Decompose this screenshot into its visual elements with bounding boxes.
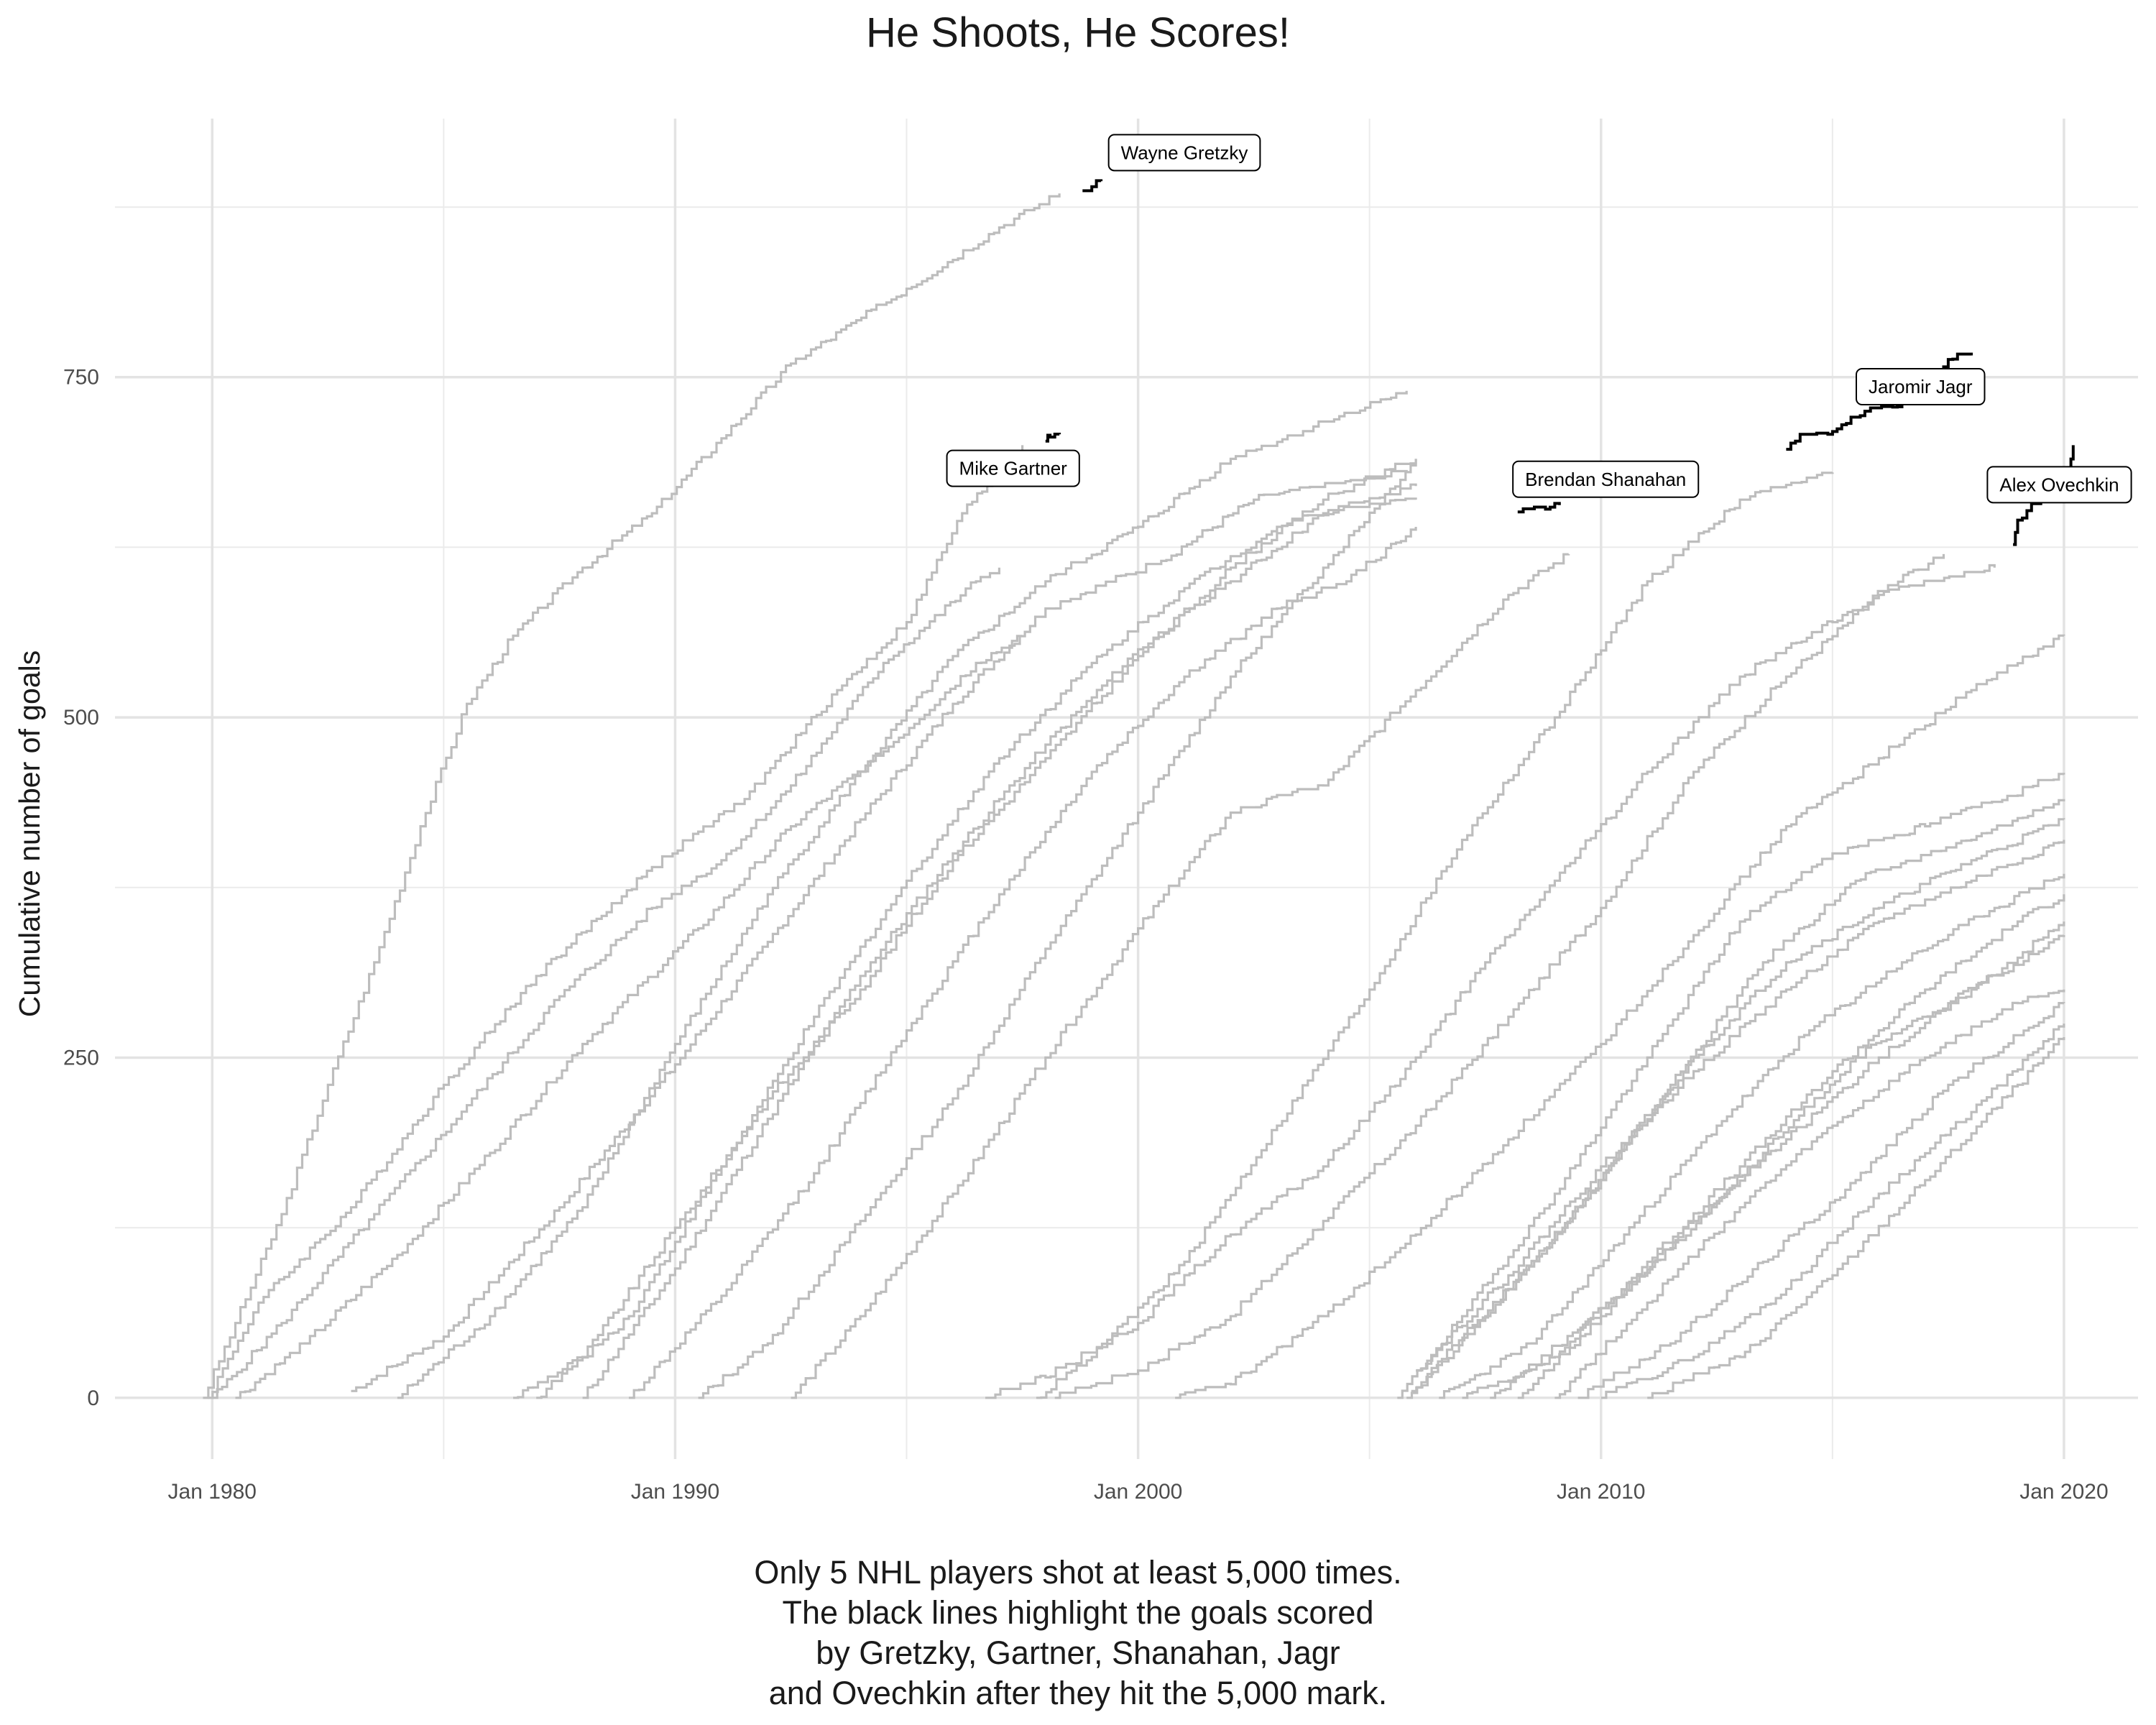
background-player-line: [235, 635, 1024, 1399]
highlighted-player-line: [1045, 433, 1061, 443]
background-player-line: [1554, 989, 2065, 1399]
background-player-line: [1397, 773, 2065, 1399]
x-tick-label: Jan 2020: [2019, 1480, 2108, 1504]
background-player-line: [1647, 1037, 2065, 1399]
background-player-line: [582, 497, 1417, 1399]
player-label-box: [1856, 368, 1986, 405]
highlighted-player-line: [1082, 179, 1103, 193]
background-player-line: [1175, 634, 2065, 1399]
player-label-box: [1512, 460, 1700, 498]
chart-caption: Only 5 NHL players shot at least 5,000 t…: [0, 1552, 2156, 1714]
x-tick-label: Jan 2010: [1557, 1480, 1645, 1504]
player-label-box: [946, 449, 1080, 487]
player-label: Mike Gartner: [946, 449, 1080, 487]
player-labels: Wayne Gretzky Mike Gartner Brendan Shanaha…: [946, 134, 2132, 504]
background-player-line: [985, 553, 1945, 1399]
major-gridlines: [115, 119, 2138, 1459]
y-tick-label: 750: [63, 366, 99, 390]
player-label-text: Brendan Shanahan: [1525, 469, 1686, 490]
background-player-line: [1054, 564, 1996, 1399]
background-player-line: [351, 469, 1408, 1392]
caption-line: and Ovechkin after they hit the 5,000 ma…: [768, 1675, 1388, 1711]
background-player-line: [1036, 472, 1834, 1399]
y-tick-label: 500: [63, 706, 99, 730]
caption-line: Only 5 NHL players shot at least 5,000 t…: [754, 1554, 1402, 1591]
background-player-line: [629, 527, 1417, 1399]
background-player-line: [536, 483, 1417, 1399]
x-tick-label: Jan 2000: [1094, 1480, 1182, 1504]
background-player-line: [1517, 921, 2065, 1399]
x-tick-label: Jan 1990: [631, 1480, 719, 1504]
background-player-line: [1416, 840, 2065, 1372]
background-series-group: [203, 193, 2065, 1399]
background-player-line: [212, 567, 1000, 1399]
player-label-box: [1986, 466, 2132, 504]
background-player-line: [1439, 873, 2065, 1399]
y-tick-label: 250: [63, 1046, 99, 1070]
chart-title: He Shoots, He Scores!: [866, 9, 1290, 56]
player-label-text: Jaromir Jagr: [1869, 376, 1973, 397]
background-player-line: [1411, 818, 2065, 1392]
player-label-box: [1107, 134, 1261, 172]
background-player-line: [698, 459, 1417, 1399]
background-player-line: [513, 459, 1417, 1399]
player-label-text: Mike Gartner: [959, 458, 1068, 479]
background-player-line: [397, 390, 1408, 1399]
x-tick-label: Jan 1980: [168, 1480, 257, 1504]
caption-line: by Gretzky, Gartner, Shanahan, Jagr: [816, 1634, 1340, 1671]
background-player-line: [207, 445, 1024, 1399]
player-label: Wayne Gretzky: [1107, 134, 1261, 172]
background-player-line: [1600, 1024, 2065, 1399]
background-player-line: [1490, 934, 2065, 1399]
y-axis-title: Cumulative number of goals: [13, 650, 46, 1017]
player-label: Jaromir Jagr: [1856, 368, 1986, 405]
y-tick-labels: 0 250 500 750: [63, 366, 99, 1410]
background-player-line: [1577, 1002, 2065, 1399]
x-tick-labels: Jan 1980 Jan 1990 Jan 2000 Jan 2010 Jan 2020: [168, 1480, 2109, 1504]
player-label: Alex Ovechkin: [1986, 466, 2132, 504]
highlighted-player-line: [1517, 502, 1561, 514]
y-tick-label: 0: [87, 1386, 99, 1410]
background-player-line: [791, 553, 1570, 1399]
player-label: Brendan Shanahan: [1512, 460, 1700, 498]
player-label-text: Wayne Gretzky: [1121, 142, 1248, 163]
player-label-text: Alex Ovechkin: [1999, 474, 2119, 495]
caption-line: The black lines highlight the goals scor…: [782, 1594, 1374, 1631]
minor-gridlines: [115, 119, 2138, 1459]
background-player-line: [203, 193, 1061, 1399]
